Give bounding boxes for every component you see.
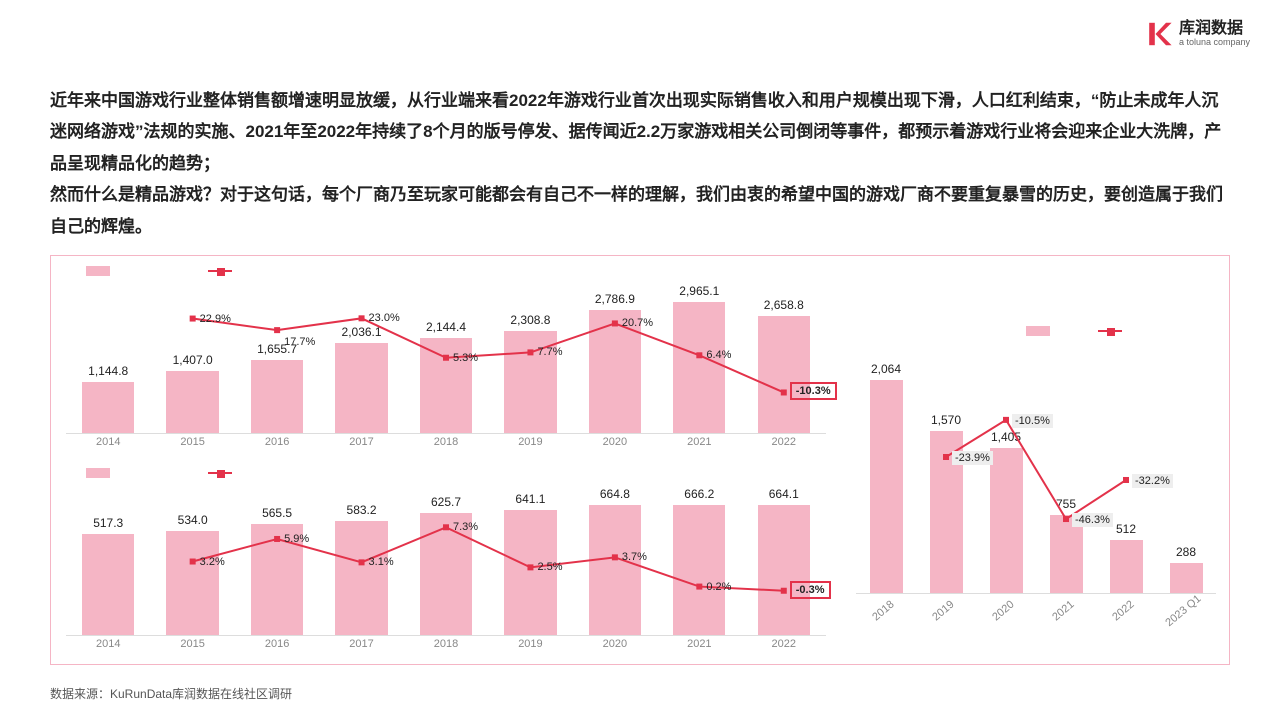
logo-text-cn: 库润数据 bbox=[1179, 20, 1250, 38]
bar-value-label: 2,064 bbox=[870, 362, 903, 376]
growth-label: 17.7% bbox=[283, 336, 316, 348]
growth-label-highlighted: -0.3% bbox=[790, 581, 831, 599]
brand-logo: 库润数据 a toluna company bbox=[1145, 20, 1250, 48]
bar-value-label: 641.1 bbox=[504, 492, 556, 506]
chart-bar: 1,655.7 bbox=[251, 360, 303, 433]
chart-licenses-plot: 2,064 1,570 1,405 755 512 288 -23.9% -10.5% -46.… bbox=[856, 316, 1216, 594]
x-axis-label: 2016 bbox=[235, 638, 319, 658]
x-axis-label: 2021 bbox=[657, 436, 741, 456]
bar-value-label: 2,965.1 bbox=[673, 284, 725, 298]
bar-value-label: 583.2 bbox=[335, 503, 387, 517]
bar-value-label: 2,036.1 bbox=[335, 325, 387, 339]
growth-label: 7.7% bbox=[536, 346, 563, 358]
x-axis-label: 2015 bbox=[150, 436, 234, 456]
x-axis-label: 2016 bbox=[235, 436, 319, 456]
x-axis-label: 2020 bbox=[573, 436, 657, 456]
chart-revenue: 1,144.8 1,407.0 1,655.7 2,036.1 2,144.4 2,308… bbox=[66, 266, 826, 456]
x-axis-label: 2018 bbox=[857, 587, 916, 641]
x-axis-label: 2014 bbox=[66, 638, 150, 658]
x-axis-label: 2022 bbox=[1097, 587, 1156, 641]
x-axis-label: 2023 Q1 bbox=[1157, 587, 1216, 641]
intro-paragraph-1: 近年来中国游戏行业整体销售额增速明显放缓，从行业端来看2022年游戏行业首次出现… bbox=[50, 85, 1230, 179]
bar-value-label: 1,405 bbox=[990, 430, 1023, 444]
x-axis-label: 2019 bbox=[488, 436, 572, 456]
data-source-footnote: 数据来源：KuRunData库润数据在线社区调研 bbox=[50, 685, 292, 702]
bar-value-label: 565.5 bbox=[251, 506, 303, 520]
logo-icon bbox=[1145, 20, 1173, 48]
growth-label: 22.9% bbox=[199, 313, 232, 325]
chart-users: 517.3 534.0 565.5 583.2 625.7 641.1 664.8 666.2… bbox=[66, 468, 826, 658]
x-axis-label: 2021 bbox=[657, 638, 741, 658]
intro-text: 近年来中国游戏行业整体销售额增速明显放缓，从行业端来看2022年游戏行业首次出现… bbox=[50, 85, 1230, 242]
growth-label: -10.5% bbox=[1012, 414, 1053, 428]
x-axis-label: 2017 bbox=[319, 436, 403, 456]
growth-label: -46.3% bbox=[1072, 513, 1113, 527]
growth-label: 7.3% bbox=[452, 521, 479, 533]
chart-bar: 2,658.8 bbox=[758, 316, 810, 433]
x-axis-label: 2022 bbox=[742, 436, 826, 456]
bar-value-label: 625.7 bbox=[420, 495, 472, 509]
x-axis-label: 2015 bbox=[150, 638, 234, 658]
chart-bar: 664.8 bbox=[589, 505, 641, 635]
bar-value-label: 512 bbox=[1110, 522, 1143, 536]
x-axis-label: 2014 bbox=[66, 436, 150, 456]
chart-bar: 2,965.1 bbox=[673, 302, 725, 433]
bar-value-label: 534.0 bbox=[166, 513, 218, 527]
growth-label: -32.2% bbox=[1132, 474, 1173, 488]
chart-bar: 583.2 bbox=[335, 521, 387, 635]
chart-bar: 517.3 bbox=[82, 534, 134, 635]
x-axis-label: 2018 bbox=[404, 638, 488, 658]
bar-value-label: 2,144.4 bbox=[420, 320, 472, 334]
bar-value-label: 517.3 bbox=[82, 516, 134, 530]
chart-bar: 2,036.1 bbox=[335, 343, 387, 433]
growth-label: 0.2% bbox=[705, 581, 732, 593]
intro-paragraph-2: 然而什么是精品游戏？对于这句话，每个厂商乃至玩家可能都会有自己不一样的理解，我们… bbox=[50, 179, 1230, 242]
growth-label: 5.9% bbox=[283, 533, 310, 545]
chart-bar: 2,064 bbox=[870, 380, 903, 593]
chart-revenue-plot: 1,144.8 1,407.0 1,655.7 2,036.1 2,144.4 2,308… bbox=[66, 266, 826, 434]
bar-value-label: 1,144.8 bbox=[82, 364, 134, 378]
x-axis-label: 2019 bbox=[488, 638, 572, 658]
growth-label: 23.0% bbox=[368, 312, 401, 324]
bar-value-label: 755 bbox=[1050, 497, 1083, 511]
logo-text-en: a toluna company bbox=[1179, 38, 1250, 48]
x-axis-label: 2018 bbox=[404, 436, 488, 456]
chart-bar: 1,144.8 bbox=[82, 382, 134, 433]
growth-label: 3.7% bbox=[621, 551, 648, 563]
growth-line bbox=[856, 316, 1216, 593]
growth-label: 3.1% bbox=[368, 556, 395, 568]
bar-value-label: 2,308.8 bbox=[504, 313, 556, 327]
growth-label: 20.7% bbox=[621, 317, 654, 329]
x-axis-label: 2020 bbox=[977, 587, 1036, 641]
bar-value-label: 1,407.0 bbox=[166, 353, 218, 367]
chart-bar: 1,407.0 bbox=[166, 371, 218, 433]
chart-bar: 664.1 bbox=[758, 505, 810, 635]
x-axis-label: 2020 bbox=[573, 638, 657, 658]
bar-value-label: 2,786.9 bbox=[589, 292, 641, 306]
charts-container: 1,144.8 1,407.0 1,655.7 2,036.1 2,144.4 2,308… bbox=[50, 255, 1230, 665]
chart-bar: 1,405 bbox=[990, 448, 1023, 593]
growth-label-highlighted: -10.3% bbox=[790, 382, 837, 400]
growth-label: 5.3% bbox=[452, 352, 479, 364]
chart-bar: 512 bbox=[1110, 540, 1143, 593]
x-axis-label: 2021 bbox=[1037, 587, 1096, 641]
bar-value-label: 2,658.8 bbox=[758, 298, 810, 312]
bar-value-label: 666.2 bbox=[673, 487, 725, 501]
growth-label: 2.5% bbox=[536, 561, 563, 573]
chart-licenses: 2,064 1,570 1,405 755 512 288 -23.9% -10.5% -46.… bbox=[856, 316, 1216, 616]
chart-bar: 288 bbox=[1170, 563, 1203, 593]
growth-label: 6.4% bbox=[705, 349, 732, 361]
growth-label: 3.2% bbox=[199, 556, 226, 568]
growth-label: -23.9% bbox=[952, 451, 993, 465]
chart-bar: 534.0 bbox=[166, 531, 218, 635]
chart-users-plot: 517.3 534.0 565.5 583.2 625.7 641.1 664.8 666.2… bbox=[66, 468, 826, 636]
bar-value-label: 288 bbox=[1170, 545, 1203, 559]
x-axis-label: 2019 bbox=[917, 587, 976, 641]
x-axis-label: 2022 bbox=[742, 638, 826, 658]
bar-value-label: 1,570 bbox=[930, 413, 963, 427]
x-axis-label: 2017 bbox=[319, 638, 403, 658]
chart-bar: 666.2 bbox=[673, 505, 725, 635]
bar-value-label: 664.1 bbox=[758, 487, 810, 501]
bar-value-label: 664.8 bbox=[589, 487, 641, 501]
